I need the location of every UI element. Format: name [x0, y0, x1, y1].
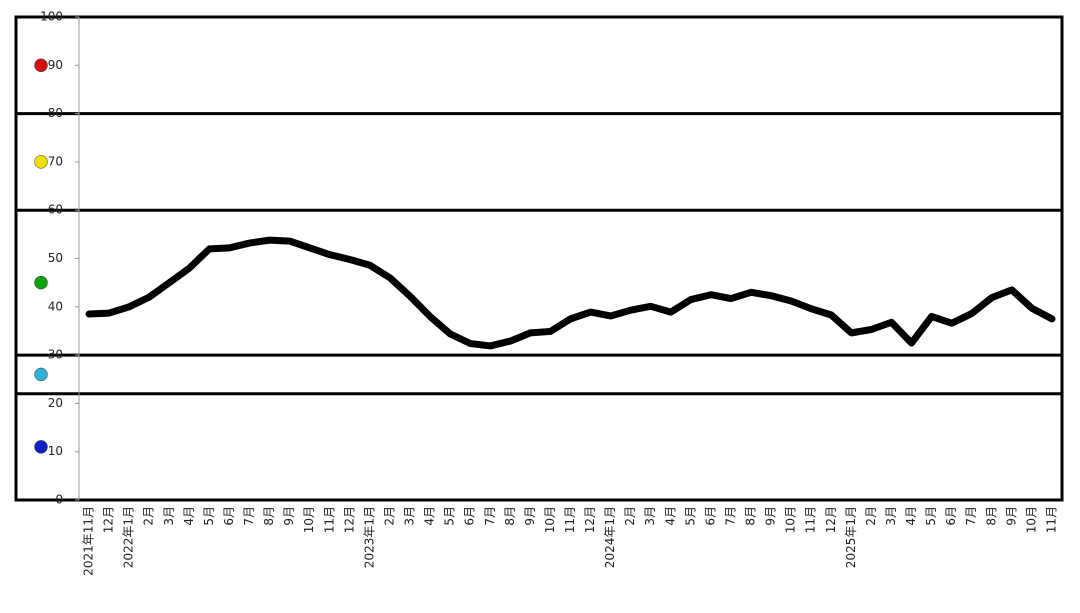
y-tick-label: 20 — [48, 396, 63, 410]
x-tick-label: 4月 — [182, 506, 196, 526]
x-tick-label: 2021年11月 — [82, 506, 96, 576]
x-tick-label: 4月 — [904, 506, 918, 526]
x-tick-label: 2月 — [382, 506, 396, 526]
x-tick-label: 10月 — [543, 506, 557, 533]
x-tick-label: 5月 — [202, 506, 216, 526]
x-tick-label: 12月 — [824, 506, 838, 533]
x-tick-label: 10月 — [302, 506, 316, 533]
x-tick-label: 9月 — [523, 506, 537, 526]
y-tick-label: 10 — [48, 444, 63, 458]
y-tick-label: 70 — [48, 154, 63, 168]
x-tick-label: 8月 — [744, 506, 758, 526]
x-tick-label: 7月 — [242, 506, 256, 526]
x-tick-label: 12月 — [583, 506, 597, 533]
y-tick-label: 90 — [48, 58, 63, 72]
x-tick-label: 7月 — [964, 506, 978, 526]
x-tick-label: 3月 — [162, 506, 176, 526]
x-tick-label: 4月 — [663, 506, 677, 526]
x-tick-label: 3月 — [403, 506, 417, 526]
x-tick-label: 6月 — [703, 506, 717, 526]
zone-marker — [34, 58, 48, 73]
x-tick-label: 9月 — [1004, 506, 1018, 526]
x-tick-label: 6月 — [222, 506, 236, 526]
y-tick-label: 40 — [48, 299, 63, 313]
x-tick-label: 2月 — [142, 506, 156, 526]
x-tick-label: 6月 — [463, 506, 477, 526]
y-tick-label: 0 — [55, 493, 63, 507]
x-tick-label: 11月 — [322, 506, 336, 533]
x-tick-label: 10月 — [784, 506, 798, 533]
x-tick-label: 8月 — [503, 506, 517, 526]
x-tick-label: 8月 — [262, 506, 276, 526]
zone-marker — [34, 275, 48, 290]
y-tick-label: 30 — [48, 348, 63, 362]
x-tick-label: 8月 — [984, 506, 998, 526]
y-tick-label: 100 — [40, 10, 63, 24]
zone-marker — [34, 440, 48, 454]
data-line — [85, 236, 1056, 350]
x-tick-label: 2月 — [864, 506, 878, 526]
x-tick-label: 11月 — [804, 506, 818, 533]
x-tick-label: 2月 — [623, 506, 637, 526]
x-tick-label: 6月 — [944, 506, 958, 526]
x-tick-label: 11月 — [1044, 506, 1058, 533]
x-tick-label: 7月 — [483, 506, 497, 526]
x-tick-label: 7月 — [723, 506, 737, 526]
x-tick-label: 4月 — [423, 506, 437, 526]
y-tick-label: 80 — [48, 106, 63, 120]
x-tick-label: 2025年1月 — [844, 506, 858, 568]
y-tick-label: 50 — [48, 251, 63, 265]
x-tick-label: 3月 — [884, 506, 898, 526]
x-tick-label: 9月 — [764, 506, 778, 526]
x-tick-label: 12月 — [342, 506, 356, 533]
x-tick-label: 12月 — [102, 506, 116, 533]
plot-frame — [14, 15, 1064, 502]
x-tick-label: 3月 — [643, 506, 657, 526]
y-tick-label: 60 — [48, 203, 63, 217]
zone-marker — [34, 367, 48, 382]
x-tick-label: 5月 — [924, 506, 938, 526]
zone-marker — [34, 155, 48, 169]
x-tick-label: 2024年1月 — [603, 506, 617, 568]
x-tick-label: 2022年1月 — [122, 506, 136, 568]
x-tick-label: 9月 — [282, 506, 296, 526]
x-tick-label: 2023年1月 — [362, 506, 376, 568]
x-tick-label: 5月 — [683, 506, 697, 526]
x-tick-label: 5月 — [443, 506, 457, 526]
x-tick-label: 10月 — [1024, 506, 1038, 533]
x-tick-label: 11月 — [563, 506, 577, 533]
